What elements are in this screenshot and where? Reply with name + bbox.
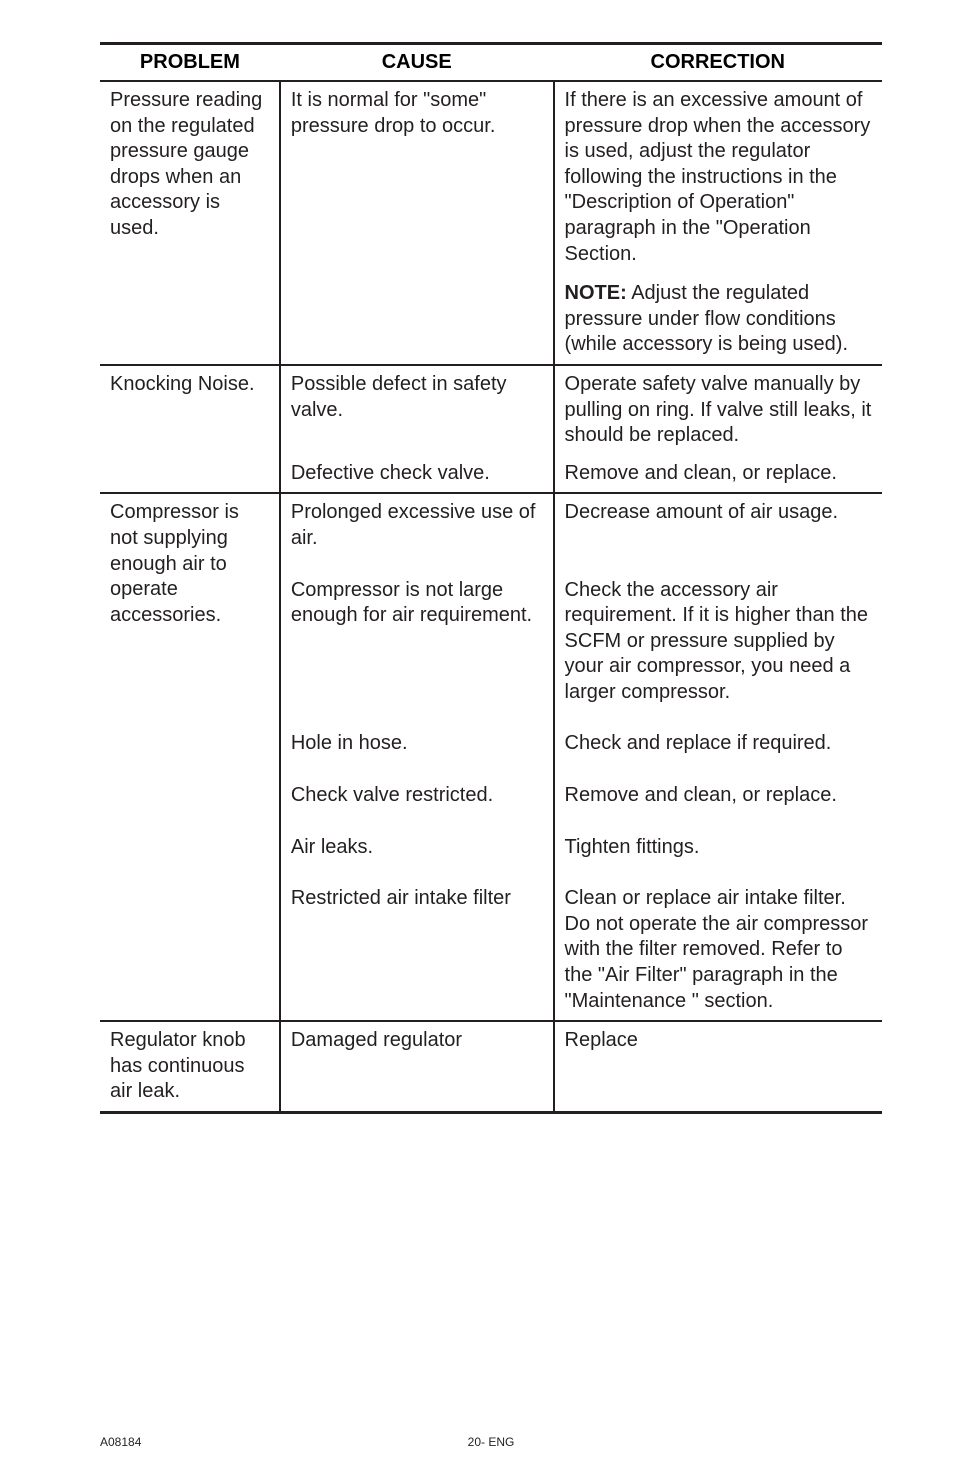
cause-cell: Possible defect in safety valve. — [280, 365, 554, 455]
cause-cell: Hole in hose. — [280, 725, 554, 777]
table-row: Compressor is not supplying enough air t… — [100, 493, 882, 571]
correction-cell: Tighten fittings. — [554, 829, 882, 881]
correction-text: Remove and clean, or replace. — [565, 784, 837, 806]
correction-cell: Remove and clean, or replace. — [554, 455, 882, 494]
troubleshooting-table: PROBLEM CAUSE CORRECTION Pressure readin… — [100, 42, 882, 1114]
cause-cell: Damaged regulator — [280, 1021, 554, 1112]
correction-cell: Remove and clean, or replace. — [554, 777, 882, 829]
cause-text: Prolonged excessive use of air. — [291, 501, 536, 549]
page: PROBLEM CAUSE CORRECTION Pressure readin… — [0, 0, 954, 1475]
col-header-correction: CORRECTION — [554, 44, 882, 82]
correction-cell: If there is an excessive amount of press… — [554, 81, 882, 365]
cause-cell: Air leaks. — [280, 829, 554, 881]
correction-cell: Clean or replace air intake filter. Do n… — [554, 880, 882, 1021]
col-header-problem: PROBLEM — [100, 44, 280, 82]
page-footer: A08184 20- ENG — [100, 1435, 882, 1449]
correction-text: Check and replace if required. — [565, 732, 832, 754]
correction-cell: Decrease amount of air usage. — [554, 493, 882, 571]
correction-cell: Check the accessory air requirement. If … — [554, 572, 882, 726]
cause-cell: Restricted air intake filter — [280, 880, 554, 1021]
note-label: NOTE: — [565, 282, 627, 304]
cause-cell: It is normal for "some" pressure drop to… — [280, 81, 554, 365]
table-row: Regulator knob has continuous air leak. … — [100, 1021, 882, 1112]
problem-cell: Knocking Noise. — [100, 365, 280, 493]
table-row: Pressure reading on the regulated pressu… — [100, 81, 882, 365]
correction-cell: Operate safety valve manually by pulling… — [554, 365, 882, 455]
cause-cell: Prolonged excessive use of air. — [280, 493, 554, 571]
col-header-cause: CAUSE — [280, 44, 554, 82]
cause-text: Possible defect in safety valve. — [291, 373, 507, 421]
problem-cell: Pressure reading on the regulated pressu… — [100, 81, 280, 365]
problem-cell: Regulator knob has continuous air leak. — [100, 1021, 280, 1112]
problem-cell: Compressor is not supplying enough air t… — [100, 493, 280, 1021]
cause-text: Check valve restricted. — [291, 784, 493, 806]
cause-text: Compressor is not large enough for air r… — [291, 579, 532, 627]
footer-page-number: 20- ENG — [100, 1435, 882, 1449]
table-header-row: PROBLEM CAUSE CORRECTION — [100, 44, 882, 82]
correction-text: Check the accessory air requirement. If … — [565, 579, 869, 703]
cause-cell: Defective check valve. — [280, 455, 554, 494]
correction-cell: Replace — [554, 1021, 882, 1112]
correction-text: Tighten fittings. — [565, 836, 700, 858]
correction-cell: Check and replace if required. — [554, 725, 882, 777]
cause-cell: Check valve restricted. — [280, 777, 554, 829]
correction-text: If there is an excessive amount of press… — [565, 89, 871, 265]
cause-text: Air leaks. — [291, 836, 373, 858]
cause-cell: Compressor is not large enough for air r… — [280, 572, 554, 726]
cause-text: Hole in hose. — [291, 732, 408, 754]
table-row: Knocking Noise. Possible defect in safet… — [100, 365, 882, 455]
